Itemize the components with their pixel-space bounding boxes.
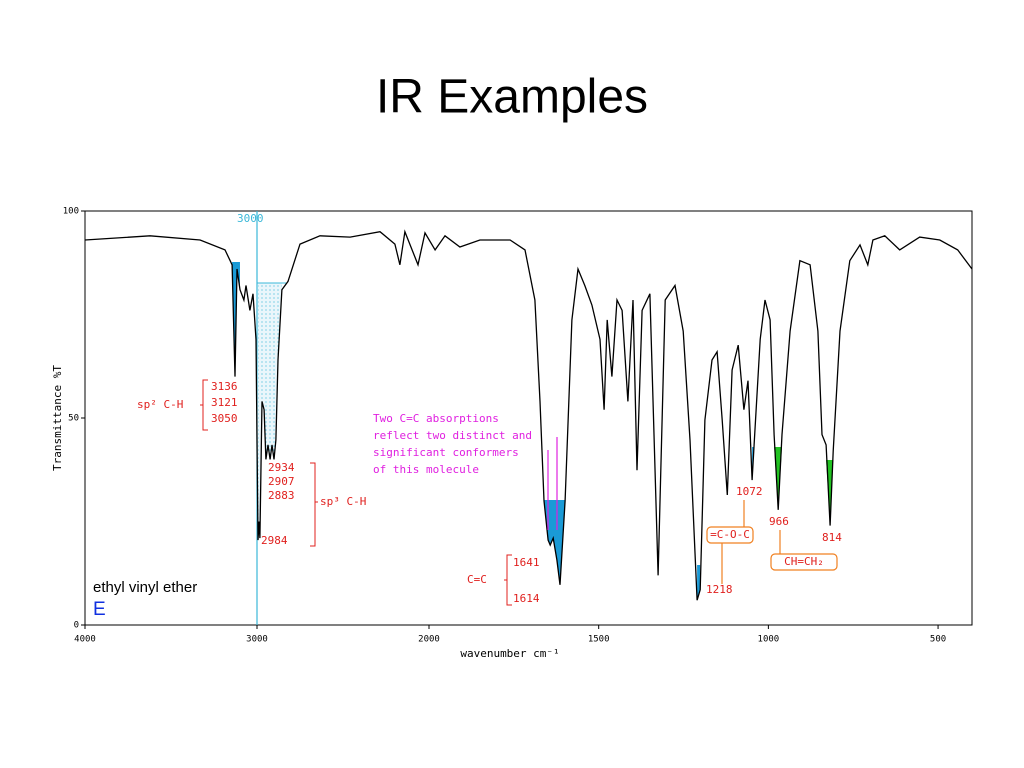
y-axis-label: Transmittance %T [51,365,64,471]
label-box [770,553,838,571]
bracket [504,554,512,606]
y-tick-label: 0 [74,621,79,631]
annotation: 1641 [513,556,540,569]
bracket [200,379,208,431]
annotation: 2883 [268,489,295,502]
annotation: C=C [467,573,487,586]
annotations: sp² C-H 3136 3121 3050 2934 2907 2883 29… [137,380,842,605]
x-tick-label: 4000 [74,635,96,645]
x-tick-label: 500 [930,635,946,645]
marker-label: 3000 [237,212,264,225]
x-tick-label: 1000 [758,635,780,645]
annotation: CH=CH₂ [784,555,824,568]
y-tick-label: 100 [63,207,79,217]
note-lines [547,437,558,530]
annotation: reflect two distinct and [373,429,532,442]
spectrum-line [84,229,973,601]
plot: 0 50 100 4000 3000 2000 1500 1000 500 3000 [63,207,973,645]
compound-code: E [93,599,106,620]
annotation: 2907 [268,475,295,488]
y-tick-label: 50 [68,414,79,424]
connectors [706,500,838,584]
annotation: 3121 [211,396,238,409]
annotation: of this molecule [373,463,479,476]
annotation: 1614 [513,592,540,605]
x-axis-label: wavenumber cm⁻¹ [460,647,559,660]
annotation: 1072 [736,485,763,498]
absorption-highlight [258,283,282,541]
annotation: Two C=C absorptions [373,412,499,425]
x-tick-label: 3000 [246,635,268,645]
brackets [200,379,512,606]
slide-title: IR Examples [376,71,648,124]
compound-name: ethyl vinyl ether [93,579,197,596]
annotation: 966 [769,515,789,528]
annotation: 3136 [211,380,238,393]
annotation: 814 [822,531,842,544]
x-tick-label: 1500 [588,635,610,645]
annotation: significant conformers [373,446,519,459]
annotation: sp³ C-H [320,495,366,508]
annotation: =C-O-C [710,528,750,541]
annotation: 2984 [261,534,288,547]
x-tick-label: 2000 [418,635,440,645]
label-box [706,526,754,544]
annotation: sp² C-H [137,398,183,411]
annotation: 3050 [211,412,238,425]
annotation: 2934 [268,461,295,474]
bracket [310,462,318,547]
annotation: 1218 [706,583,733,596]
highlights [232,262,834,601]
